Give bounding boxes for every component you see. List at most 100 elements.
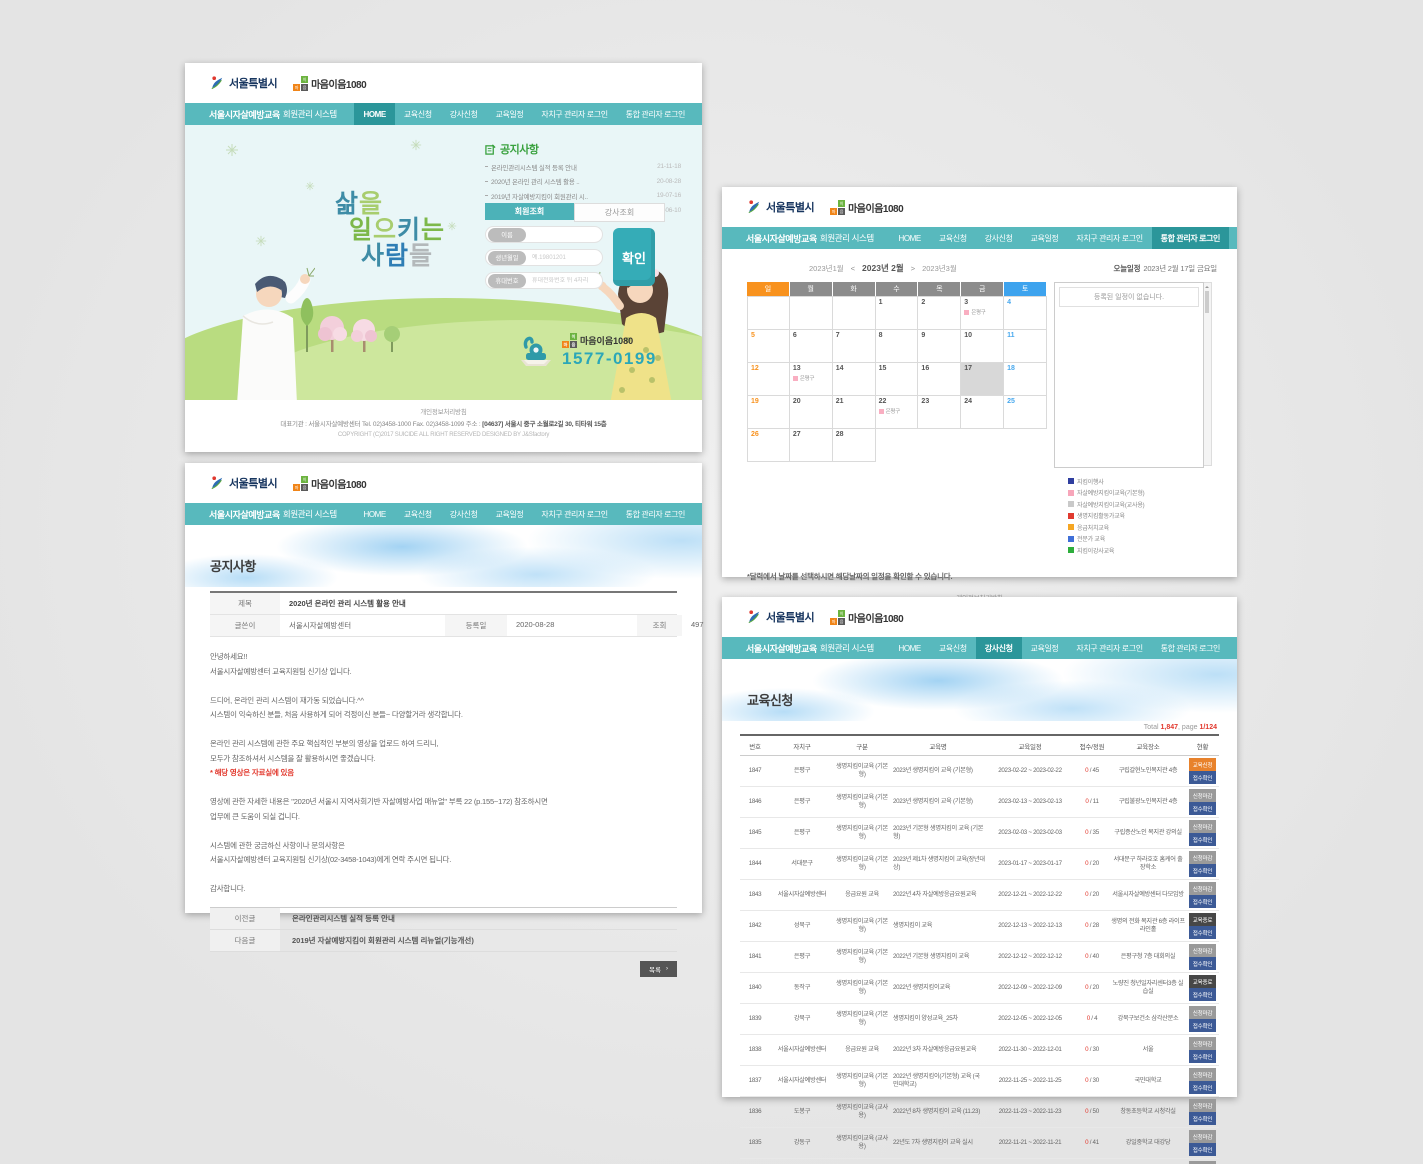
- nav-item[interactable]: 통합 관리자 로그인: [1151, 227, 1229, 249]
- nav-item[interactable]: 강사신청: [975, 637, 1022, 659]
- receipt-check-button[interactable]: 접수확인: [1189, 1143, 1216, 1156]
- receipt-check-button[interactable]: 접수확인: [1189, 1112, 1216, 1125]
- seoul-logo[interactable]: 서울특별시: [209, 75, 278, 91]
- nav-item[interactable]: 교육일정: [495, 109, 524, 119]
- status-button[interactable]: 교육신청: [1189, 758, 1216, 771]
- event-chip[interactable]: 은평구: [792, 374, 832, 382]
- calendar-day-cell[interactable]: 16: [918, 363, 962, 396]
- notice-list-item[interactable]: 2019년 자살예방지킴이 회원관리 시.. 19-07-16: [485, 191, 681, 201]
- calendar-day-cell[interactable]: 1: [875, 296, 919, 330]
- calendar-day-cell[interactable]: [961, 429, 1004, 461]
- calendar-day-cell[interactable]: [832, 296, 876, 330]
- birth-input[interactable]: [530, 253, 594, 262]
- calendar-day-cell[interactable]: 7: [832, 330, 876, 363]
- receipt-check-button[interactable]: 접수확인: [1189, 926, 1216, 939]
- nav-item[interactable]: 강사신청: [984, 233, 1013, 243]
- seoul-logo[interactable]: 서울특별시: [746, 609, 815, 625]
- calendar-day-cell[interactable]: 2: [918, 296, 962, 330]
- notice-list-item[interactable]: 온라인관리시스템 실적 등록 안내 21-11-18: [485, 162, 681, 172]
- status-button[interactable]: 교육종료: [1189, 913, 1216, 926]
- calendar-day-cell[interactable]: 23: [918, 396, 962, 429]
- receipt-check-button[interactable]: 접수확인: [1189, 771, 1216, 784]
- calendar-day-cell[interactable]: [1004, 429, 1047, 461]
- calendar-day-cell[interactable]: 27: [789, 429, 833, 462]
- nav-item[interactable]: 교육일정: [1030, 233, 1059, 243]
- calendar-day-cell[interactable]: 9: [918, 330, 962, 363]
- calendar-day-cell[interactable]: 26: [747, 429, 790, 462]
- status-button[interactable]: 신청마감: [1189, 1099, 1216, 1112]
- calendar-day-cell[interactable]: 24: [961, 396, 1005, 429]
- nav-item[interactable]: 교육일정: [1030, 643, 1059, 653]
- seoul-logo[interactable]: 서울특별시: [209, 475, 278, 491]
- nav-item[interactable]: HOME: [354, 103, 395, 125]
- status-button[interactable]: 신청마감: [1189, 1068, 1216, 1081]
- receipt-check-button[interactable]: 접수확인: [1189, 864, 1216, 877]
- status-button[interactable]: 신청마감: [1189, 1006, 1216, 1019]
- prev-month-label[interactable]: 2023년1월: [809, 264, 844, 273]
- event-chip[interactable]: 은평구: [878, 407, 918, 415]
- nav-item[interactable]: HOME: [363, 509, 386, 519]
- tab-teacher-lookup[interactable]: 강사조회: [574, 203, 665, 222]
- calendar-day-cell[interactable]: 13 은평구: [789, 363, 833, 396]
- calendar-day-cell[interactable]: 12: [747, 363, 790, 396]
- status-button[interactable]: 교육종료: [1189, 975, 1216, 988]
- status-button[interactable]: 신청마감: [1189, 882, 1216, 895]
- prev-title[interactable]: 온라인관리시스템 실적 등록 안내: [292, 913, 395, 923]
- receipt-check-button[interactable]: 접수확인: [1189, 895, 1216, 908]
- calendar-day-cell[interactable]: 17: [961, 363, 1005, 396]
- calendar-day-cell[interactable]: 5: [747, 330, 790, 363]
- receipt-check-button[interactable]: 접수확인: [1189, 1019, 1216, 1032]
- nav-item[interactable]: 교육신청: [938, 643, 967, 653]
- confirm-button[interactable]: 확인: [613, 228, 655, 286]
- tab-member-lookup[interactable]: 회원조회: [485, 203, 574, 220]
- calendar-day-cell[interactable]: 20: [789, 396, 833, 429]
- list-button[interactable]: 목록 ›: [640, 960, 677, 977]
- status-button[interactable]: 신청마감: [1189, 1130, 1216, 1143]
- next-month-label[interactable]: 2023년3월: [922, 264, 957, 273]
- calendar-day-cell[interactable]: 22 은평구: [875, 396, 919, 429]
- calendar-day-cell[interactable]: 10: [961, 330, 1005, 363]
- scrollbar-up-icon[interactable]: [1205, 284, 1209, 288]
- receipt-check-button[interactable]: 접수확인: [1189, 1081, 1216, 1094]
- notice-list-item[interactable]: 2020년 온라인 관리 시스템 활용 .. 20-08-28: [485, 176, 681, 186]
- nav-item[interactable]: 교육신청: [403, 509, 432, 519]
- calendar-day-cell[interactable]: 25: [1004, 396, 1047, 429]
- privacy-link[interactable]: 개인정보처리방침: [420, 409, 467, 416]
- nav-item[interactable]: 통합 관리자 로그인: [625, 509, 686, 519]
- status-button[interactable]: 신청마감: [1189, 789, 1216, 802]
- nav-item[interactable]: 자치구 관리자 로그인: [541, 109, 608, 119]
- receipt-check-button[interactable]: 접수확인: [1189, 802, 1216, 815]
- calendar-day-cell[interactable]: 21: [832, 396, 876, 429]
- name-input[interactable]: [530, 230, 594, 239]
- calendar-day-cell[interactable]: [876, 429, 919, 461]
- calendar-day-cell[interactable]: 15: [875, 363, 919, 396]
- calendar-day-cell[interactable]: 19: [747, 396, 790, 429]
- scrollbar-thumb[interactable]: [1205, 291, 1209, 313]
- nav-item[interactable]: HOME: [898, 643, 921, 653]
- calendar-day-cell[interactable]: 3 은평구: [961, 296, 1005, 330]
- status-button[interactable]: 신청마감: [1189, 851, 1216, 864]
- status-button[interactable]: 신청마감: [1189, 1161, 1216, 1164]
- event-chip[interactable]: 은평구: [964, 308, 1003, 316]
- calendar-day-cell[interactable]: 4: [1004, 296, 1047, 330]
- nav-item[interactable]: 강사신청: [449, 109, 478, 119]
- nav-item[interactable]: 교육신청: [403, 109, 432, 119]
- seoul-logo[interactable]: 서울특별시: [746, 199, 815, 215]
- status-button[interactable]: 신청마감: [1189, 944, 1216, 957]
- status-button[interactable]: 신청마감: [1189, 1037, 1216, 1050]
- nav-item[interactable]: 교육일정: [495, 509, 524, 519]
- nav-item[interactable]: 자치구 관리자 로그인: [541, 509, 608, 519]
- calendar-day-cell[interactable]: [747, 296, 790, 330]
- scrollbar[interactable]: [1204, 282, 1212, 466]
- nav-item[interactable]: 통합 관리자 로그인: [1160, 643, 1221, 653]
- next-title[interactable]: 2019년 자살예방지킴이 회원관리 시스템 리뉴얼(기능개선): [292, 935, 474, 945]
- receipt-check-button[interactable]: 접수확인: [1189, 988, 1216, 1001]
- nav-item[interactable]: 자치구 관리자 로그인: [1076, 643, 1143, 653]
- phone-input[interactable]: [530, 276, 594, 285]
- calendar-day-cell[interactable]: 28: [832, 429, 876, 462]
- nav-item[interactable]: 강사신청: [449, 509, 478, 519]
- calendar-day-cell[interactable]: 18: [1004, 363, 1047, 396]
